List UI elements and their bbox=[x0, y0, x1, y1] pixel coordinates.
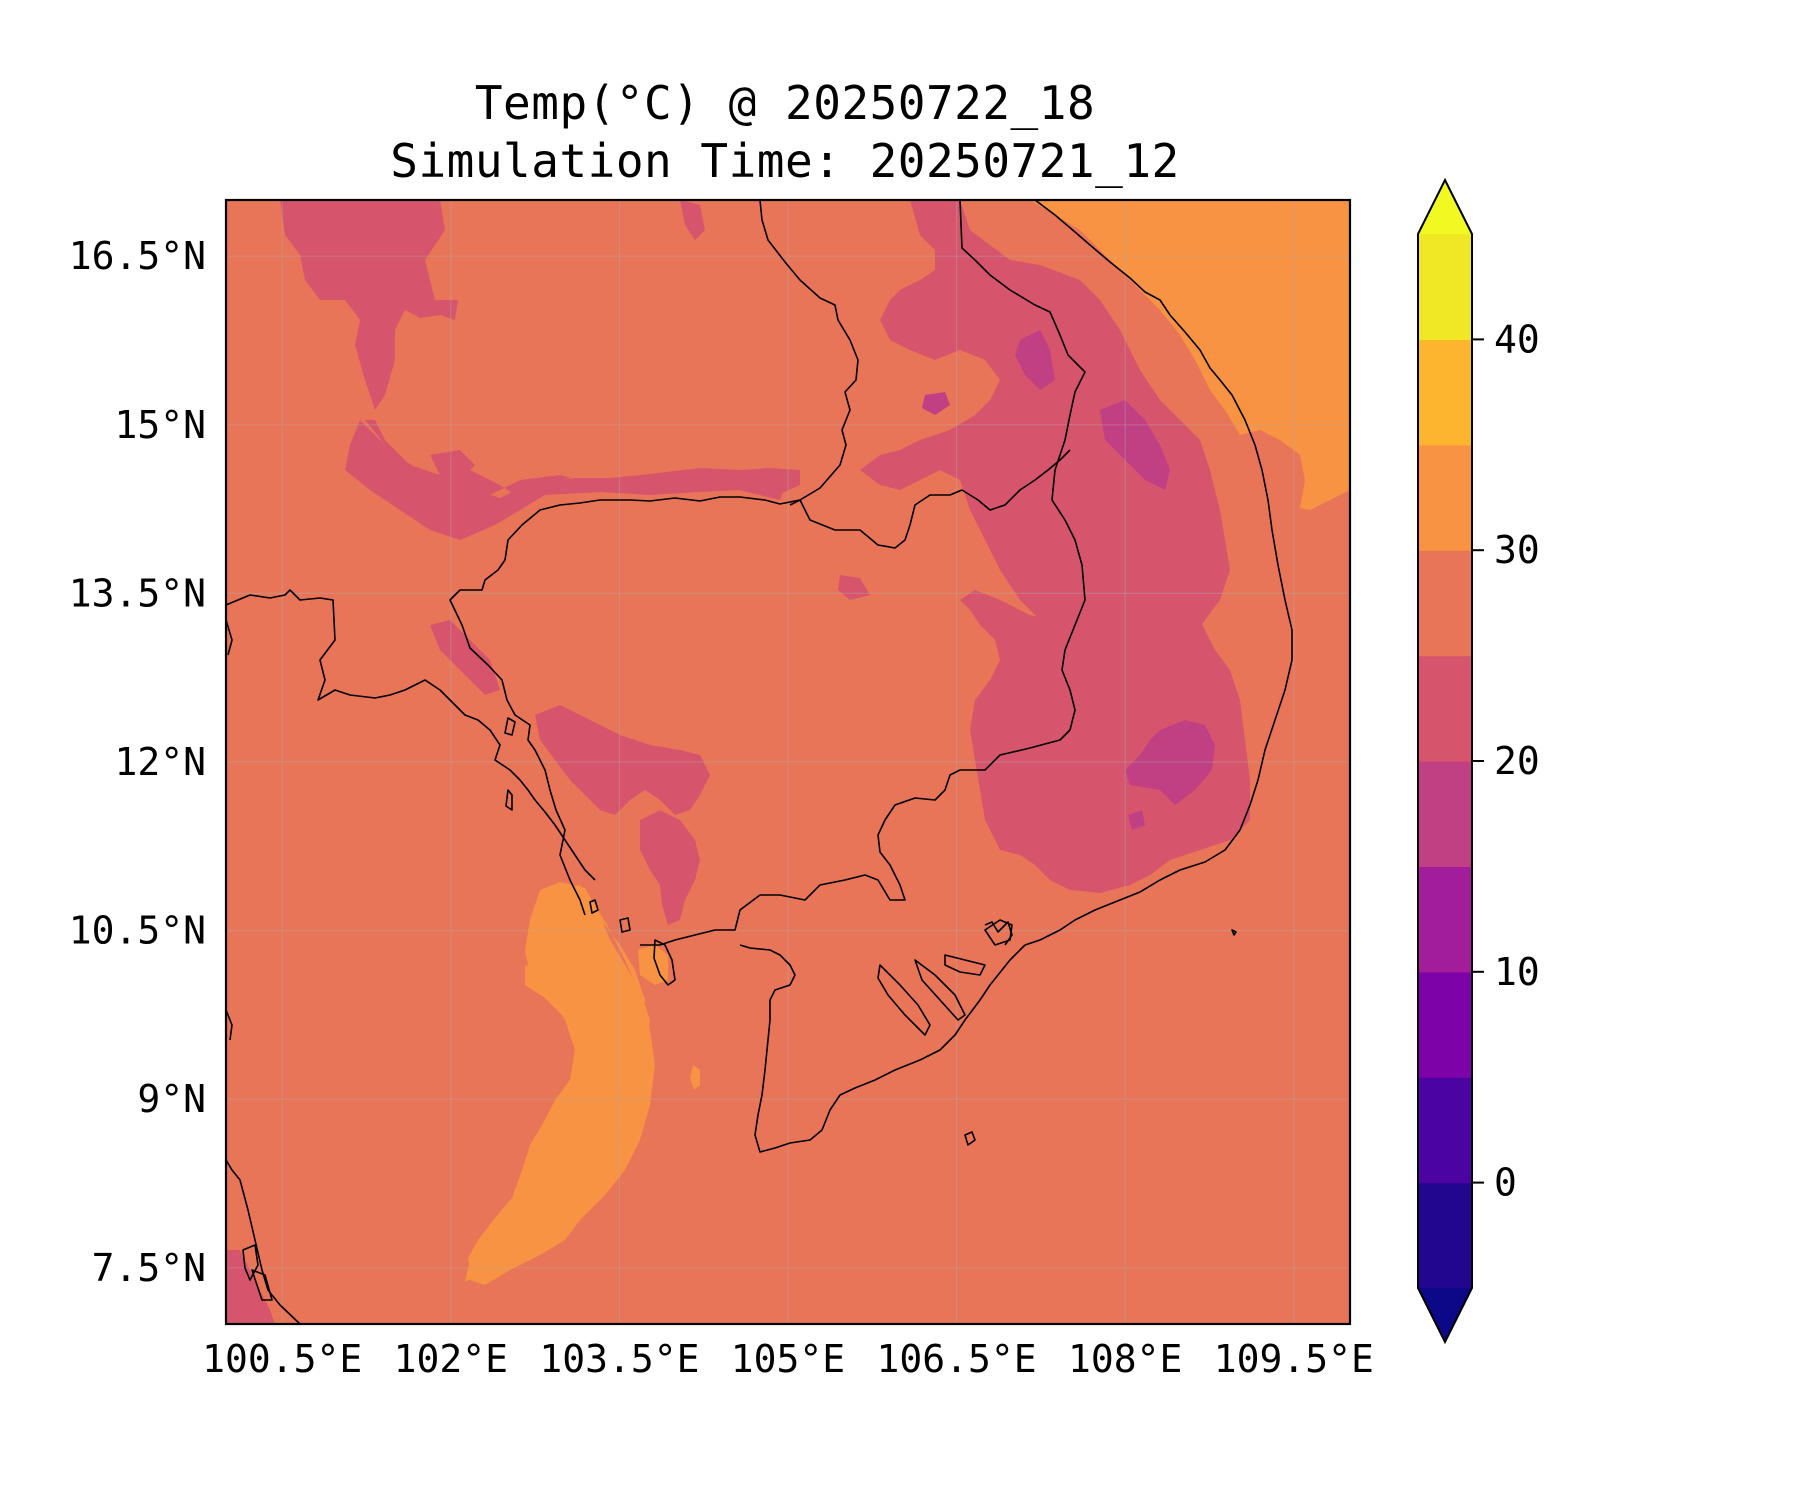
band-15-20-laos-plateau bbox=[1015, 330, 1055, 390]
island-con-dao bbox=[964, 1131, 976, 1146]
x-tick-label-5: 108°E bbox=[1068, 1337, 1182, 1381]
colorbar-tick-label-1: 10 bbox=[1494, 950, 1540, 994]
y-tick-label-3: 12°N bbox=[114, 740, 206, 784]
thai-gulf-east-coast bbox=[534, 749, 586, 916]
colorbar-tick-label-2: 20 bbox=[1494, 739, 1540, 783]
band-20-25-west-cardamom bbox=[430, 620, 500, 695]
colorbar-segment-1 bbox=[1418, 1077, 1472, 1184]
y-tick-label-1: 15°N bbox=[114, 403, 206, 447]
colorbar-segment-6 bbox=[1418, 550, 1472, 657]
y-tick-label-0: 16.5°N bbox=[69, 234, 206, 278]
cambodia-laos-border bbox=[799, 449, 1071, 549]
mekong-delta-coast bbox=[739, 944, 1026, 1153]
colorbar-tick-label-0: 0 bbox=[1494, 1161, 1517, 1205]
band-30-35-gulf-lobe bbox=[468, 965, 642, 1270]
island-phu-quoc bbox=[653, 939, 676, 986]
map-frame bbox=[224, 198, 1352, 1326]
colorbar-tick-label-4: 40 bbox=[1494, 317, 1540, 361]
island-koh-kong bbox=[504, 717, 516, 736]
band-15-20-vietnam-highlands-south bbox=[1125, 720, 1215, 805]
x-tick-label-2: 103.5°E bbox=[539, 1337, 699, 1381]
thailand-cambodia-border bbox=[449, 496, 801, 751]
band-30-35-south-china-sea-ne bbox=[1030, 200, 1350, 510]
colorbar-extend-low bbox=[1418, 1288, 1472, 1342]
plot-title: Temp(°C) @ 20250722_18 bbox=[474, 76, 1096, 130]
band-15-20-vietnam-highlands-north bbox=[1100, 400, 1170, 490]
cambodia-vietnam-border bbox=[640, 729, 1071, 946]
x-tick-label-4: 106.5°E bbox=[877, 1337, 1037, 1381]
delta-channel-2 bbox=[914, 959, 966, 1021]
colorbar-segment-4 bbox=[1418, 761, 1472, 867]
coastal-islet-row bbox=[984, 921, 1013, 946]
x-tick-label-0: 100.5°E bbox=[202, 1337, 362, 1381]
colorbar-segment-2 bbox=[1418, 971, 1472, 1078]
band-20-25-cambodia-west bbox=[535, 705, 710, 815]
delta-channel-3 bbox=[944, 954, 986, 976]
x-tick-label-6: 109.5°E bbox=[1214, 1337, 1374, 1381]
colorbar-extend-high bbox=[1418, 180, 1472, 234]
island-koh-chang bbox=[505, 789, 513, 811]
band-20-25-east-thai-patch bbox=[430, 450, 475, 480]
island-phu-quy bbox=[1231, 929, 1237, 936]
colorbar-segment-3 bbox=[1418, 866, 1472, 973]
band-20-25-laos-small bbox=[680, 200, 705, 240]
band-20-25-cambodia-southwest bbox=[640, 810, 700, 925]
island-koh-rong bbox=[589, 899, 599, 914]
band-20-25-north-thailand bbox=[280, 200, 458, 410]
temperature-map bbox=[226, 200, 1350, 1324]
plot-subtitle: Simulation Time: 20250721_12 bbox=[390, 134, 1180, 188]
delta-channel-1 bbox=[877, 964, 931, 1036]
west-edge-coast-2 bbox=[226, 619, 233, 656]
island-samui-b bbox=[251, 1269, 273, 1301]
colorbar-outline bbox=[1417, 177, 1473, 1345]
vietnam-coast bbox=[1024, 200, 1293, 946]
x-tick-label-1: 102°E bbox=[394, 1337, 508, 1381]
colorbar bbox=[1417, 177, 1473, 1345]
band-15-20-small-a bbox=[922, 392, 950, 415]
colorbar-segment-8 bbox=[1418, 339, 1472, 446]
band-30-35-phu-quoc-patch bbox=[690, 1065, 700, 1090]
band-15-20-regions bbox=[922, 330, 1215, 830]
y-tick-label-4: 10.5°N bbox=[69, 909, 206, 953]
west-coast-thailand bbox=[226, 589, 596, 881]
x-tick-label-3: 105°E bbox=[731, 1337, 845, 1381]
y-tick-label-6: 7.5°N bbox=[92, 1246, 206, 1290]
colorbar-segment-9 bbox=[1418, 234, 1472, 340]
colorbar-tick-labels: 0 10 20 30 40 bbox=[1472, 317, 1540, 1205]
thailand-laos-border bbox=[759, 200, 859, 506]
map-gridlines bbox=[226, 200, 1350, 1324]
colorbar-segment-7 bbox=[1418, 444, 1472, 551]
title-block: Temp(°C) @ 20250722_18 Simulation Time: … bbox=[0, 0, 1800, 200]
band-20-25-west-upper bbox=[345, 420, 800, 540]
y-tick-label-2: 13.5°N bbox=[69, 571, 206, 615]
laos-vietnam-border bbox=[959, 200, 1086, 731]
band-15-20-small-b bbox=[1128, 810, 1145, 830]
band-20-25-cambodia-north-patch bbox=[838, 575, 870, 600]
band-30-35-gulf-main bbox=[465, 882, 650, 1282]
southwest-peninsula-coast bbox=[226, 1159, 301, 1324]
island-koh-kut bbox=[619, 917, 631, 933]
west-edge-coast bbox=[226, 1009, 233, 1041]
band-30-35-gulf-of-thailand bbox=[470, 885, 655, 1285]
colorbar-tick-label-3: 30 bbox=[1494, 528, 1540, 572]
y-axis-tick-labels: 16.5°N 15°N 13.5°N 12°N 10.5°N 9°N 7.5°N bbox=[69, 234, 206, 1290]
colorbar-segment-0 bbox=[1418, 1182, 1472, 1289]
colorbar-segment-5 bbox=[1418, 655, 1472, 762]
band-20-25-southwest-corner bbox=[226, 1250, 275, 1324]
x-axis-tick-labels: 100.5°E 102°E 103.5°E 105°E 106.5°E 108°E 109.… bbox=[202, 1337, 1374, 1381]
island-samui-a bbox=[242, 1244, 259, 1281]
y-tick-label-5: 9°N bbox=[137, 1077, 206, 1121]
coastline-and-borders bbox=[226, 200, 1293, 1324]
